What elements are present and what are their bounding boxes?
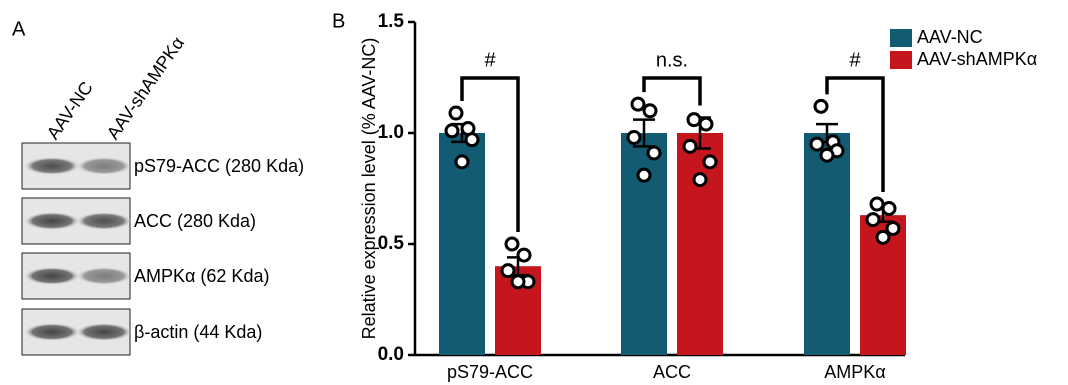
data-point xyxy=(815,100,827,112)
significance-bracket xyxy=(644,78,700,105)
significance-label: n.s. xyxy=(656,49,688,71)
data-point xyxy=(446,125,458,137)
y-tick-label: 0.5 xyxy=(378,233,405,254)
data-point xyxy=(811,138,823,150)
data-point xyxy=(628,131,640,143)
data-point xyxy=(644,105,656,117)
lane-label: AAV-NC xyxy=(43,78,97,143)
data-point xyxy=(700,118,712,130)
blot-band xyxy=(76,267,132,285)
legend-label: AAV-shAMPKα xyxy=(917,49,1037,69)
data-point xyxy=(867,214,879,226)
legend-swatch xyxy=(890,51,912,69)
data-point xyxy=(877,231,889,243)
data-point xyxy=(506,238,518,250)
data-point xyxy=(688,114,700,126)
x-tick-label: pS79-ACC xyxy=(447,362,533,382)
legend-label: AAV-NC xyxy=(917,27,983,47)
lane-label: AAV-shAMPKα xyxy=(103,33,188,143)
data-point xyxy=(632,98,644,110)
y-tick-label: 1.0 xyxy=(378,122,404,143)
bar xyxy=(677,133,723,355)
data-point xyxy=(512,276,524,288)
data-point xyxy=(694,174,706,186)
x-tick-label: AMPKα xyxy=(824,362,885,382)
data-point xyxy=(821,149,833,161)
figure: A B AAV-NC AAV-shAMPKα pS79-ACC (280 Kda… xyxy=(0,0,1068,385)
legend-swatch xyxy=(890,29,912,47)
y-tick-label: 0.0 xyxy=(378,344,404,365)
data-point xyxy=(883,202,895,214)
data-point xyxy=(450,107,462,119)
blot-band xyxy=(24,157,80,175)
band-label: ACC (280 Kda) xyxy=(134,211,256,231)
significance-label: # xyxy=(484,49,496,71)
data-point xyxy=(704,156,716,168)
blot-band xyxy=(24,267,80,285)
bar xyxy=(621,133,667,355)
x-tick-label: ACC xyxy=(653,362,691,382)
data-point xyxy=(502,265,514,277)
data-point xyxy=(638,169,650,181)
band-label: β-actin (44 Kda) xyxy=(134,322,262,342)
panel-label: B xyxy=(332,10,345,32)
data-point xyxy=(466,134,478,146)
significance-label: # xyxy=(849,49,861,71)
panel-label: A xyxy=(12,18,26,40)
data-point xyxy=(518,249,530,261)
band-label: pS79-ACC (280 Kda) xyxy=(134,156,304,176)
bar xyxy=(804,133,850,355)
data-point xyxy=(456,156,468,168)
y-tick-label: 1.5 xyxy=(378,11,405,32)
data-point xyxy=(684,140,696,152)
band-label: AMPKα (62 Kda) xyxy=(134,266,269,286)
blot-band xyxy=(76,323,132,341)
y-axis-label: Relative expression level (% AAV-NC) xyxy=(359,38,379,340)
data-point xyxy=(648,147,660,159)
blot-band xyxy=(24,323,80,341)
blot-band xyxy=(76,157,132,175)
blot-band xyxy=(24,212,80,230)
data-point xyxy=(871,198,883,210)
blot-band xyxy=(76,212,132,230)
